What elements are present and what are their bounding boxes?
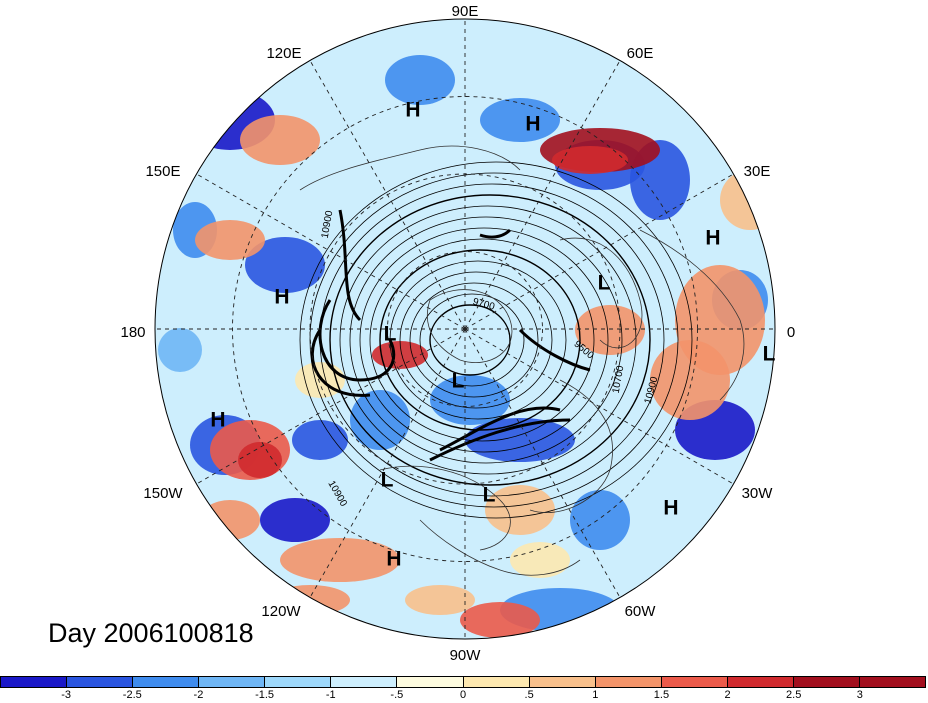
colorbar-tick-label: -3	[61, 689, 72, 701]
pressure-center-low: L	[381, 469, 394, 492]
colorbar-tick-label: .5	[524, 689, 534, 701]
longitude-label: 60E	[627, 45, 654, 62]
colorbar-swatch	[727, 677, 794, 687]
pressure-center-low: L	[384, 323, 397, 346]
longitude-label: 180	[120, 324, 145, 341]
colorbar-swatch	[331, 677, 398, 687]
pressure-center-low: L	[598, 272, 611, 295]
pressure-center-low: L	[452, 370, 465, 393]
colorbar-tick-label: -1	[325, 689, 336, 701]
colorbar-tick-label: -2	[193, 689, 204, 701]
colorbar-swatch	[463, 677, 530, 687]
colorbar-tick-label: 2	[724, 689, 731, 701]
longitude-label: 30E	[744, 163, 771, 180]
pressure-center-high: H	[525, 113, 540, 136]
pressure-center-high: H	[386, 548, 401, 571]
colorbar-swatch	[661, 677, 728, 687]
pressure-centers: H H H H H H H L L L L L L	[210, 99, 775, 571]
longitude-label: 150W	[143, 485, 183, 502]
colorbar-swatch	[265, 677, 332, 687]
longitude-label: 120E	[266, 45, 301, 62]
colorbar-swatch	[397, 677, 464, 687]
contour-label: 10700	[611, 364, 627, 394]
longitude-label: 30W	[742, 485, 774, 502]
colorbar	[0, 676, 926, 688]
colorbar-swatch	[199, 677, 266, 687]
pressure-center-high: H	[274, 286, 289, 309]
longitude-label: 120W	[261, 603, 301, 620]
colorbar-tick-label: -.5	[390, 689, 404, 701]
day-title: Day 2006100818	[48, 618, 254, 648]
pressure-center-low: L	[763, 343, 776, 366]
pressure-center-high: H	[663, 497, 678, 520]
pressure-center-high: H	[210, 409, 225, 432]
colorbar-swatch	[860, 677, 926, 687]
colorbar-tick-label: 1.5	[653, 689, 670, 701]
colorbar-tick-label: -2.5	[122, 689, 142, 701]
polar-map: 90E 60E 30E 0 30W 60W 90W 120W 150W 180 150E 120E H…	[120, 3, 795, 664]
colorbar-tick-label: -1.5	[255, 689, 275, 701]
colorbar-swatch	[133, 677, 200, 687]
colorbar-swatch	[595, 677, 662, 687]
contour-label: 10900	[320, 209, 336, 239]
colorbar-swatch	[793, 677, 861, 687]
colorbar-swatch	[67, 677, 134, 687]
pressure-center-high: H	[405, 99, 420, 122]
longitude-label: 60W	[625, 603, 657, 620]
colorbar-tick-label: 3	[856, 689, 863, 701]
colorbar-tick-label: 1	[592, 689, 599, 701]
colorbar-tick-label: 2.5	[786, 689, 802, 701]
longitude-label: 150E	[145, 163, 180, 180]
colorbar-tick-label: 0	[459, 689, 467, 701]
longitude-label: 90W	[450, 647, 482, 664]
colorbar-swatch	[1, 677, 68, 687]
longitude-label: 90E	[452, 3, 479, 20]
longitude-label: 0	[787, 324, 795, 341]
longitude-labels: 90E 60E 30E 0 30W 60W 90W 120W 150W 180 150E 120E	[120, 3, 795, 664]
colorbar-swatch	[529, 677, 596, 687]
anomaly-field	[155, 19, 775, 639]
pressure-center-high: H	[705, 227, 720, 250]
colorbar-tick-labels: -3 -2.5 -2 -1.5 -1 -.5 0 .5 1 1.5 2 2.5 3	[0, 689, 928, 703]
pressure-center-low: L	[483, 484, 496, 507]
map-boundary	[154, 18, 776, 640]
